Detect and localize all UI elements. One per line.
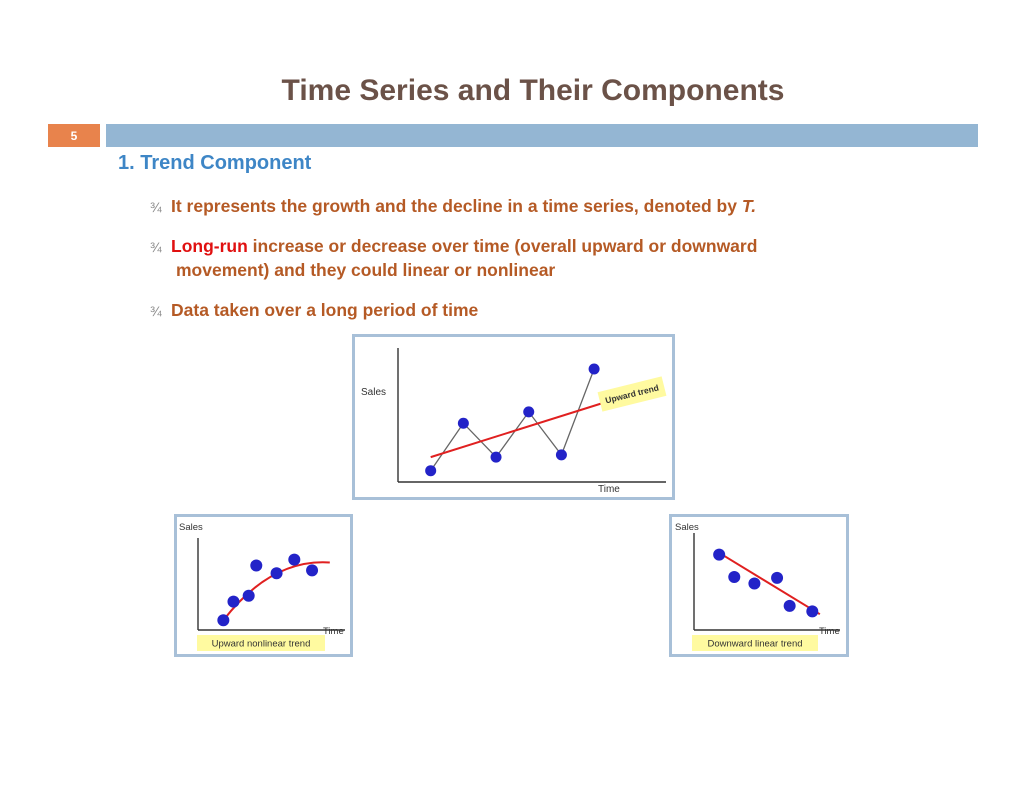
- data-point: [783, 599, 796, 612]
- data-point: [217, 614, 230, 627]
- x-axis-label: Time: [819, 626, 840, 637]
- bullet-marker-icon: ¾: [150, 239, 162, 255]
- trend-label-group: Downward linear trend: [692, 635, 818, 651]
- data-point: [555, 449, 567, 461]
- upward-trend-chart-svg: Sales Time Upward trend: [361, 348, 667, 495]
- data-point: [227, 595, 240, 608]
- trend-label: Downward linear trend: [707, 638, 802, 649]
- trend-label: Upward nonlinear trend: [212, 638, 311, 649]
- y-axis-label: Sales: [675, 522, 699, 533]
- bullet-text-continuation: movement) and they could linear or nonli…: [176, 260, 556, 280]
- data-point: [457, 417, 469, 429]
- upward-nonlinear-chart-svg: Sales Time Upward nonlinear trend: [179, 522, 345, 651]
- trend-label-group: Upward trend: [597, 376, 667, 412]
- data-point: [306, 564, 319, 577]
- slide-title: Time Series and Their Components: [281, 74, 785, 107]
- data-point: [728, 570, 741, 583]
- bullet-item: ¾ It represents the growth and the decli…: [150, 194, 931, 218]
- trend-label-background: [692, 635, 818, 651]
- data-point: [490, 451, 502, 463]
- data-point: [713, 548, 726, 561]
- data-point: [771, 571, 784, 584]
- data-point: [288, 553, 301, 566]
- upward-nonlinear-chart: Sales Time Upward nonlinear trend: [174, 514, 353, 657]
- bullet-highlight: Long-run: [171, 236, 248, 256]
- bullet-marker-icon: ¾: [150, 199, 162, 215]
- data-point: [425, 465, 437, 477]
- data-point: [588, 363, 600, 375]
- bullet-text: It represents the growth and the decline…: [171, 196, 742, 216]
- trend-line: [430, 399, 611, 459]
- data-point: [523, 406, 535, 418]
- slide-number: 5: [70, 128, 78, 143]
- upward-trend-chart: Sales Time Upward trend: [352, 334, 675, 500]
- y-axis-label: Sales: [361, 387, 386, 398]
- data-point: [270, 567, 283, 580]
- x-axis-label: Time: [323, 626, 344, 637]
- data-point: [748, 577, 761, 590]
- downward-linear-chart-svg: Sales Time Downward linear trend: [675, 522, 840, 651]
- data-point: [806, 605, 819, 618]
- trend-label-group: Upward nonlinear trend: [197, 635, 325, 651]
- series-line: [430, 368, 595, 472]
- trend-label-background: [197, 635, 325, 651]
- slide-number-badge: 5: [48, 124, 100, 147]
- data-point: [250, 559, 263, 572]
- downward-linear-chart: Sales Time Downward linear trend: [669, 514, 849, 657]
- section-heading: 1. Trend Component: [118, 152, 312, 174]
- bullet-marker-icon: ¾: [150, 303, 162, 319]
- y-axis-label: Sales: [179, 522, 203, 533]
- data-point: [242, 589, 255, 602]
- trend-label-background: [597, 376, 667, 412]
- header-bar: [106, 124, 978, 147]
- bullet-item: ¾ Data taken over a long period of time: [150, 298, 931, 322]
- bullet-item: ¾ Long-run increase or decrease over tim…: [150, 234, 931, 282]
- bullet-emphasis: T.: [741, 196, 757, 216]
- bullet-text: Data taken over a long period of time: [171, 300, 479, 320]
- x-axis-label: Time: [598, 484, 620, 495]
- trend-line: [718, 551, 821, 616]
- bullet-text: increase or decrease over time (overall …: [247, 236, 758, 256]
